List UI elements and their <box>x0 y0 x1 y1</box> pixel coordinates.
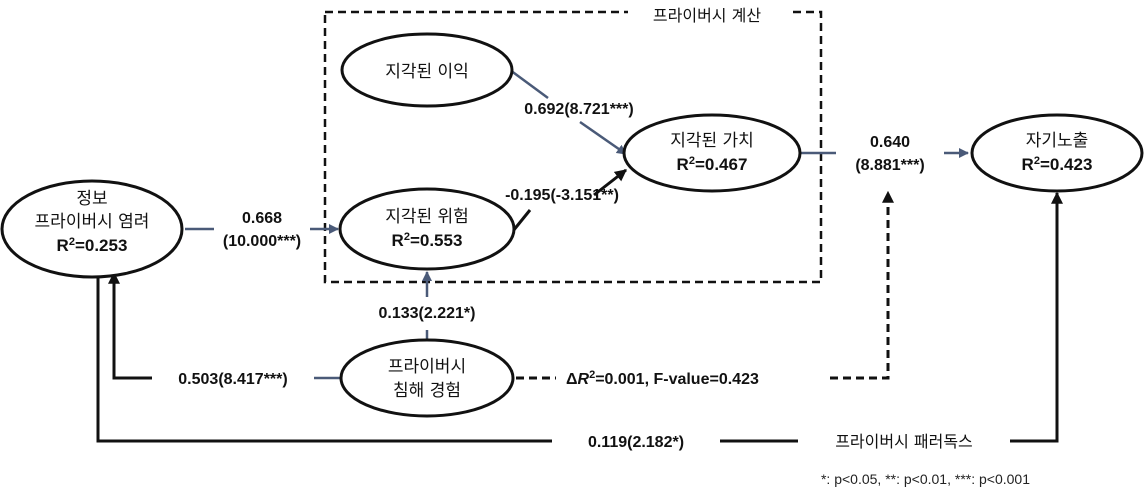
benefit-label: 지각된 이익 <box>385 62 469 82</box>
node-perceived-value: 지각된 가치 R2=0.467 <box>622 113 802 193</box>
path-benefit-value-arrow <box>579 120 627 156</box>
node-self-disclosure: 자기노출 R2=0.423 <box>970 113 1144 193</box>
node-privacy-concern: 정보 프라이버시 염려 R2=0.253 <box>0 179 184 279</box>
path-risk-value-a <box>511 209 532 232</box>
node-perceived-benefit: 지각된 이익 <box>340 32 514 108</box>
coef-exp-risk: 0.133(2.221*) <box>379 305 476 322</box>
privacy-paradox-label: 프라이버시 패러독스 <box>835 432 973 451</box>
concern-r2: R2=0.253 <box>57 236 128 255</box>
path-concern-disclosure-arrow <box>1010 191 1063 443</box>
risk-label: 지각된 위험 <box>385 207 469 227</box>
privacy-calculus-label: 프라이버시 계산 <box>653 6 761 25</box>
coef-benefit-value: 0.692(8.721***) <box>524 101 633 118</box>
path-benefit-value-a <box>509 68 549 100</box>
value-label: 지각된 가치 <box>670 131 754 151</box>
coef-concern-disclosure: 0.119(2.182*) <box>588 434 684 451</box>
path-risk-value-arrow <box>593 168 627 197</box>
privacy-calculus-box <box>323 10 823 284</box>
coef-concern-risk-estimate: 0.668 <box>242 210 282 227</box>
coef-exp-concern: 0.503(8.417***) <box>178 371 287 388</box>
disclosure-r2: R2=0.423 <box>1022 155 1093 174</box>
path-concern-disclosure-left <box>96 275 552 443</box>
experience-label-line1: 프라이버시 <box>388 357 466 377</box>
coef-risk-value: -0.195(-3.151**) <box>505 187 619 204</box>
significance-note: *: p<0.05, **: p<0.01, ***: p<0.001 <box>821 471 1030 487</box>
concern-label-line2: 프라이버시 염려 <box>35 212 150 232</box>
coef-concern-risk-t: (10.000***) <box>223 233 301 250</box>
path-exp-concern-arrow <box>108 271 152 380</box>
box-label-bg <box>628 4 788 26</box>
moderation-dash-arrow <box>830 190 894 380</box>
disclosure-label: 자기노출 <box>1026 131 1089 151</box>
coef-value-disclosure-estimate: 0.640 <box>870 134 910 151</box>
value-r2: R2=0.467 <box>677 155 748 174</box>
risk-r2: R2=0.553 <box>392 231 463 250</box>
experience-label-line2: 침해 경험 <box>393 381 461 401</box>
concern-label-line1: 정보 <box>76 189 107 209</box>
node-perceived-risk: 지각된 위험 R2=0.553 <box>338 187 516 271</box>
node-privacy-experience: 프라이버시 침해 경험 <box>339 338 515 418</box>
coef-value-disclosure-t: (8.881***) <box>855 157 924 174</box>
moderation-stat: ΔR2=0.001, F-value=0.423 <box>566 369 759 388</box>
